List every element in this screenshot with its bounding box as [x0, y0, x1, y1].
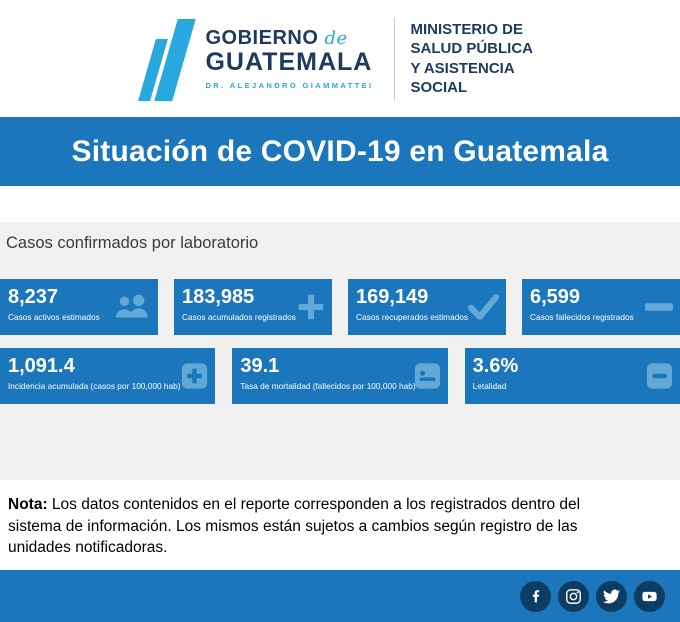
section-heading: Casos confirmados por laboratorio	[6, 234, 259, 252]
youtube-icon	[641, 588, 658, 605]
page-title: Situación de COVID-19 en Guatemala	[71, 134, 609, 168]
logo-line1: GOBIERNO de	[205, 27, 373, 50]
header: GOBIERNO de GUATEMALA DR. ALEJANDRO GIAM…	[0, 0, 680, 117]
logo-doctor-name: DR. ALEJANDRO GIAMMATTEI	[205, 81, 374, 90]
stat-value: 3.6%	[472, 355, 519, 377]
stats-row-2: 1,091.4 Incidencia acumulada (casos por …	[0, 348, 680, 404]
stats-section: Casos confirmados por laboratorio 8,237 …	[0, 222, 680, 480]
minus-icon	[645, 303, 673, 311]
note-label: Nota:	[8, 496, 48, 513]
people-icon	[113, 294, 151, 320]
stat-label: Letalidad	[472, 381, 507, 391]
stat-card-letalidad: 3.6% Letalidad	[464, 348, 680, 404]
stat-label: Tasa de mortalidad (fallecidos por 100,0…	[240, 381, 416, 391]
twitter-icon	[603, 588, 620, 605]
stats-row-1: 8,237 Casos activos estimados 183,985 Ca…	[0, 279, 680, 335]
stat-card-incidencia: 1,091.4 Incidencia acumulada (casos por …	[0, 348, 216, 404]
stat-value: 39.1	[240, 355, 280, 377]
logo-bars-icon	[138, 13, 197, 105]
stat-label: Casos fallecidos registrados	[530, 312, 634, 322]
stat-value: 6,599	[530, 286, 581, 308]
twitter-button[interactable]	[596, 580, 627, 612]
facebook-icon	[528, 588, 544, 604]
title-banner: Situación de COVID-19 en Guatemala	[0, 117, 680, 186]
spacer	[0, 186, 680, 222]
stat-label: Incidencia acumulada (casos por 100,000 …	[8, 381, 181, 391]
stat-card-casos-fallecidos: 6,599 Casos fallecidos registrados	[522, 279, 680, 335]
stat-label: Casos acumulados registrados	[182, 312, 296, 322]
logo-gobierno: GOBIERNO	[205, 27, 319, 49]
stat-card-casos-activos: 8,237 Casos activos estimados	[0, 279, 158, 335]
stat-value: 183,985	[182, 286, 255, 308]
header-divider	[393, 17, 395, 100]
footer-bar	[0, 570, 680, 622]
stat-label: Casos activos estimados	[8, 312, 100, 322]
stat-value: 8,237	[8, 286, 59, 308]
stat-card-mortalidad: 39.1 Tasa de mortalidad (fallecidos por …	[232, 348, 448, 404]
stat-value: 1,091.4	[8, 355, 75, 377]
stat-value: 169,149	[356, 286, 429, 308]
youtube-button[interactable]	[634, 580, 665, 612]
minus-box-icon	[646, 363, 673, 390]
plus-icon	[297, 293, 325, 321]
ministry-name: MINISTERIO DE SALUD PÚBLICA Y ASISTENCIA…	[410, 21, 533, 96]
facebook-button[interactable]	[520, 580, 551, 612]
note-text: Nota: Los datos contenidos en el reporte…	[8, 494, 620, 559]
stat-label: Casos recuperados estimados	[356, 312, 469, 322]
note-section: Nota: Los datos contenidos en el reporte…	[0, 480, 680, 560]
mortality-icon	[414, 363, 441, 390]
logo-text: GOBIERNO de GUATEMALA DR. ALEJANDRO GIAM…	[205, 27, 373, 90]
logo-de: de	[324, 28, 348, 49]
stat-card-casos-recuperados: 169,149 Casos recuperados estimados	[348, 279, 506, 335]
instagram-icon	[565, 588, 582, 605]
government-logo: GOBIERNO de GUATEMALA DR. ALEJANDRO GIAM…	[138, 13, 373, 105]
stat-card-casos-acumulados: 183,985 Casos acumulados registrados	[174, 279, 332, 335]
note-body: Los datos contenidos en el reporte corre…	[8, 496, 581, 557]
instagram-button[interactable]	[558, 580, 589, 612]
logo-guatemala: GUATEMALA	[205, 48, 373, 76]
plus-box-icon	[181, 363, 208, 390]
check-icon	[467, 294, 500, 320]
